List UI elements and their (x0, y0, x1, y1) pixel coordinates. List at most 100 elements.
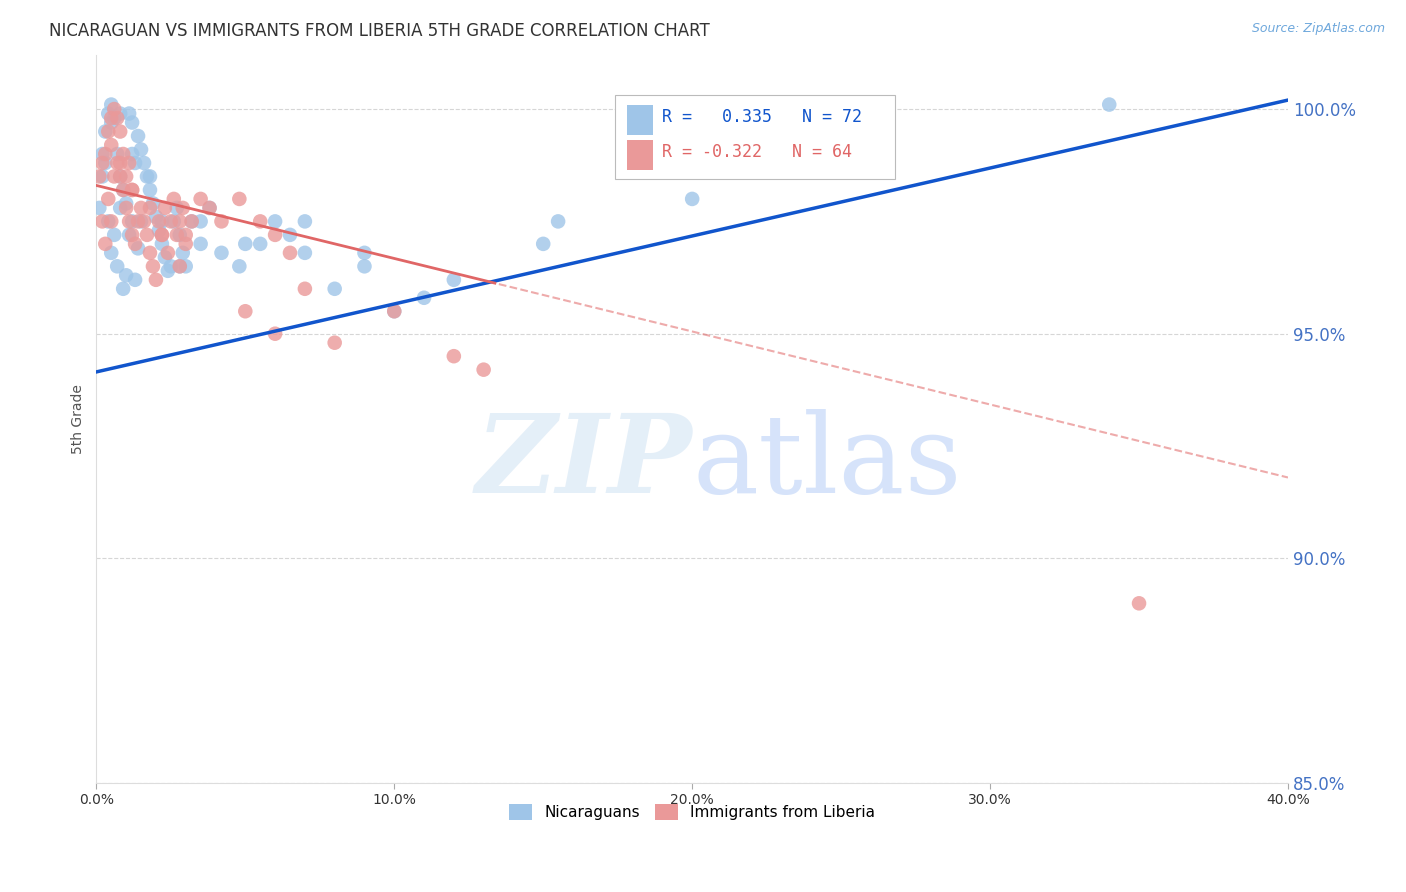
Point (353, 260, 375, 274)
Point (233, 304, 256, 318)
Point (121, 227, 143, 242)
Point (294, 245, 316, 260)
Point (174, 236, 197, 251)
Point (142, 196, 165, 211)
Point (118, 214, 141, 228)
Point (112, 282, 135, 296)
Point (156, 245, 179, 260)
Point (97, 106, 120, 120)
Point (233, 236, 256, 251)
Point (115, 268, 138, 283)
Point (118, 106, 141, 120)
Point (264, 227, 287, 242)
Point (105, 147, 128, 161)
Point (91, 156, 114, 170)
Point (294, 214, 316, 228)
Point (148, 214, 170, 228)
Point (382, 304, 405, 318)
Point (163, 192, 186, 206)
Point (89, 201, 111, 215)
Point (136, 169, 159, 184)
Point (211, 214, 233, 228)
Point (190, 192, 212, 206)
Point (547, 214, 569, 228)
Point (278, 245, 301, 260)
Point (139, 201, 162, 215)
Point (129, 201, 152, 215)
Point (142, 260, 165, 274)
Point (145, 210, 167, 224)
Point (382, 304, 405, 318)
Point (97, 192, 120, 206)
Point (159, 260, 181, 274)
Point (91, 147, 114, 161)
Point (150, 214, 173, 228)
Point (264, 214, 287, 228)
Point (94, 124, 117, 138)
Y-axis label: 5th Grade: 5th Grade (72, 384, 86, 454)
Point (129, 143, 152, 157)
Text: atlas: atlas (692, 409, 962, 516)
Point (211, 245, 233, 260)
Point (91, 214, 114, 228)
Point (103, 111, 125, 125)
Point (294, 282, 316, 296)
Point (124, 273, 146, 287)
Point (121, 147, 143, 161)
FancyBboxPatch shape (627, 104, 652, 136)
Point (198, 201, 221, 215)
Point (115, 169, 138, 184)
Point (139, 183, 162, 197)
Point (169, 214, 191, 228)
Point (150, 236, 173, 251)
Point (139, 169, 162, 184)
Point (132, 156, 155, 170)
Point (145, 273, 167, 287)
Point (139, 245, 162, 260)
Point (115, 196, 138, 211)
Point (1128, 596, 1150, 610)
Text: R = -0.322   N = 64: R = -0.322 N = 64 (662, 143, 852, 161)
Point (94, 236, 117, 251)
Point (169, 260, 191, 274)
Text: R =   0.335   N = 72: R = 0.335 N = 72 (662, 108, 862, 126)
Point (443, 273, 465, 287)
Point (681, 192, 703, 206)
Point (127, 241, 149, 255)
Text: Source: ZipAtlas.com: Source: ZipAtlas.com (1251, 22, 1385, 36)
Point (124, 156, 146, 170)
Point (94, 147, 117, 161)
Point (150, 227, 173, 242)
Point (190, 214, 212, 228)
Point (278, 227, 301, 242)
Point (100, 138, 122, 153)
Point (249, 214, 271, 228)
Point (124, 236, 146, 251)
Point (127, 214, 149, 228)
Point (100, 97, 122, 112)
Point (112, 183, 135, 197)
Point (228, 260, 250, 274)
Point (159, 214, 181, 228)
Point (115, 201, 138, 215)
Text: NICARAGUAN VS IMMIGRANTS FROM LIBERIA 5TH GRADE CORRELATION CHART: NICARAGUAN VS IMMIGRANTS FROM LIBERIA 5T… (49, 22, 710, 40)
Point (531, 236, 554, 251)
Point (121, 115, 143, 129)
Text: ZIP: ZIP (475, 409, 692, 516)
Point (174, 227, 197, 242)
Point (180, 214, 202, 228)
Point (150, 227, 173, 242)
Point (108, 156, 131, 170)
Point (105, 156, 128, 170)
Point (121, 214, 143, 228)
Point (249, 236, 271, 251)
Point (156, 264, 179, 278)
Point (108, 106, 131, 120)
Point (136, 227, 159, 242)
FancyBboxPatch shape (627, 139, 652, 170)
Point (172, 201, 194, 215)
Point (103, 102, 125, 116)
Point (118, 227, 141, 242)
Point (118, 156, 141, 170)
Point (228, 192, 250, 206)
